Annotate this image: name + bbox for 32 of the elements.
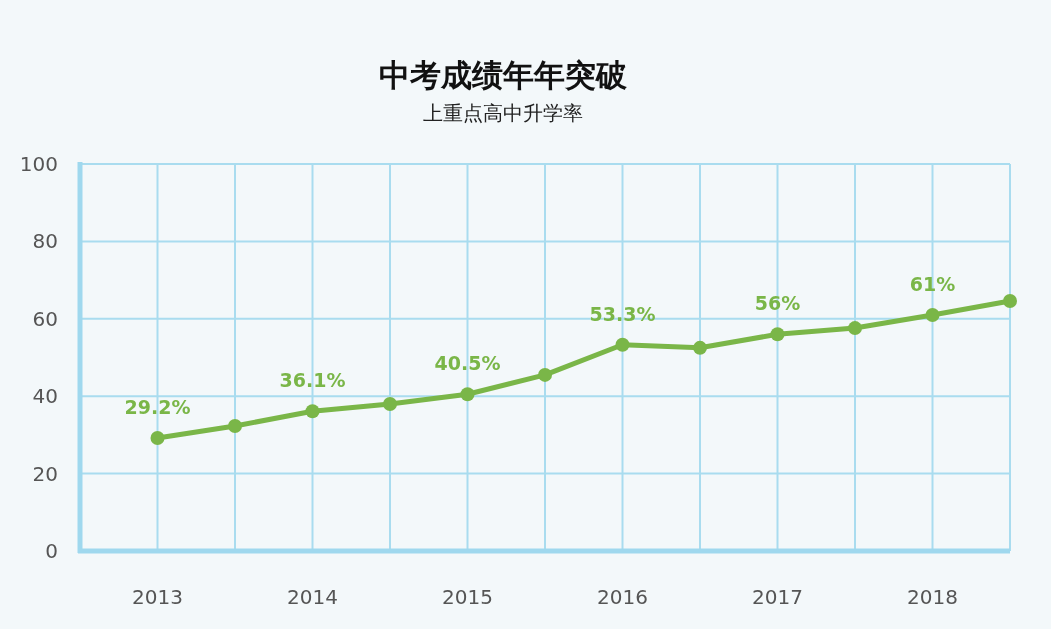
data-label: 36.1%: [279, 369, 346, 392]
x-tick-label: 2016: [597, 585, 648, 609]
x-tick-label: 2015: [442, 585, 493, 609]
point: [538, 367, 552, 382]
y-tick-label: 20: [32, 461, 58, 486]
x-tick-label: 2017: [752, 585, 803, 609]
point: [848, 321, 862, 336]
y-tick-label: 80: [32, 229, 58, 254]
x-tick-label: 2018: [907, 585, 958, 609]
point: [925, 307, 940, 322]
data-label: 53.3%: [589, 302, 656, 325]
y-tick-label: 0: [45, 539, 58, 563]
data-label: 40.5%: [434, 352, 501, 375]
subtitle: 上重点高中升学率: [423, 101, 583, 125]
point: [228, 419, 242, 433]
data-label: 61%: [909, 272, 956, 295]
x-tick-label: 2014: [287, 585, 338, 609]
point: [693, 340, 707, 355]
x-tick-label: 2013: [132, 585, 183, 609]
y-tick-label: 60: [32, 306, 58, 331]
point: [305, 404, 320, 419]
point: [460, 387, 475, 402]
point: [615, 337, 630, 352]
y-tick-label: 40: [32, 384, 58, 409]
y-tick-label: 100: [19, 152, 58, 176]
point: [770, 327, 785, 342]
point: [150, 431, 165, 445]
point: [383, 396, 397, 411]
title: 中考成绩年年突破: [379, 57, 627, 93]
point: [1003, 294, 1017, 308]
data-label: 29.2%: [124, 396, 191, 418]
data-label: 56%: [754, 292, 801, 315]
